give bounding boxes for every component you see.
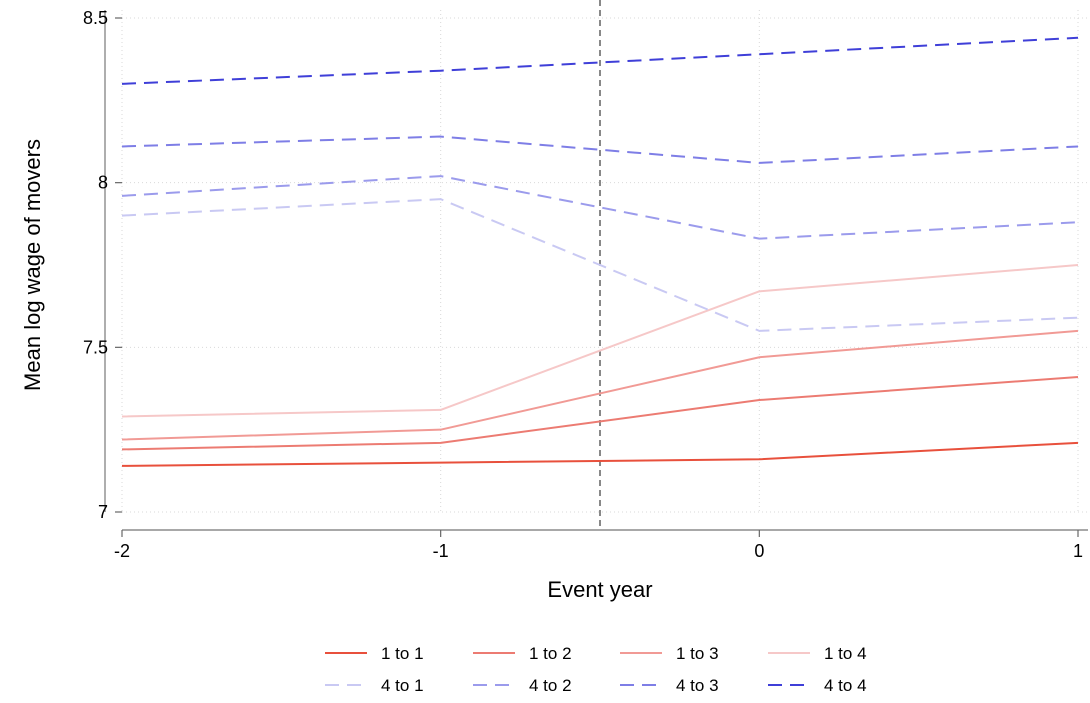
y-axis-title: Mean log wage of movers xyxy=(20,139,45,391)
legend: 1 to 1 1 to 2 1 to 3 1 to 4 4 to 1 4 to 2 4 to… xyxy=(325,644,867,695)
series-line-1-to-4 xyxy=(121,264,1079,418)
x-tick-label: 1 xyxy=(1073,541,1083,561)
series-line-4-to-3 xyxy=(121,135,1079,164)
x-tick-label: 0 xyxy=(754,541,764,561)
grid xyxy=(121,10,1088,513)
ticks: 7 7.5 8 8.5 -2 -1 0 1 xyxy=(83,8,1083,561)
x-tick-label: -2 xyxy=(114,541,130,561)
series-line-1-to-1 xyxy=(121,441,1079,467)
legend-label: 4 to 3 xyxy=(676,676,719,695)
legend-label: 1 to 4 xyxy=(824,644,867,663)
x-axis-title: Event year xyxy=(547,577,652,602)
series-line-1-to-2 xyxy=(121,375,1079,451)
x-tick-label: -1 xyxy=(433,541,449,561)
y-tick-label: 8 xyxy=(98,173,108,193)
y-tick-label: 7.5 xyxy=(83,337,108,357)
legend-label: 4 to 2 xyxy=(529,676,572,695)
series-line-4-to-4 xyxy=(121,36,1079,85)
series-line-4-to-1 xyxy=(121,198,1079,332)
legend-label: 1 to 3 xyxy=(676,644,719,663)
series-lines xyxy=(121,36,1079,467)
y-tick-label: 8.5 xyxy=(83,8,108,28)
legend-label: 4 to 4 xyxy=(824,676,867,695)
legend-label: 4 to 1 xyxy=(381,676,424,695)
axes xyxy=(104,10,1088,531)
legend-label: 1 to 1 xyxy=(381,644,424,663)
series-line-1-to-3 xyxy=(121,329,1079,441)
legend-label: 1 to 2 xyxy=(529,644,572,663)
series-line-4-to-2 xyxy=(121,175,1079,240)
y-tick-label: 7 xyxy=(98,502,108,522)
